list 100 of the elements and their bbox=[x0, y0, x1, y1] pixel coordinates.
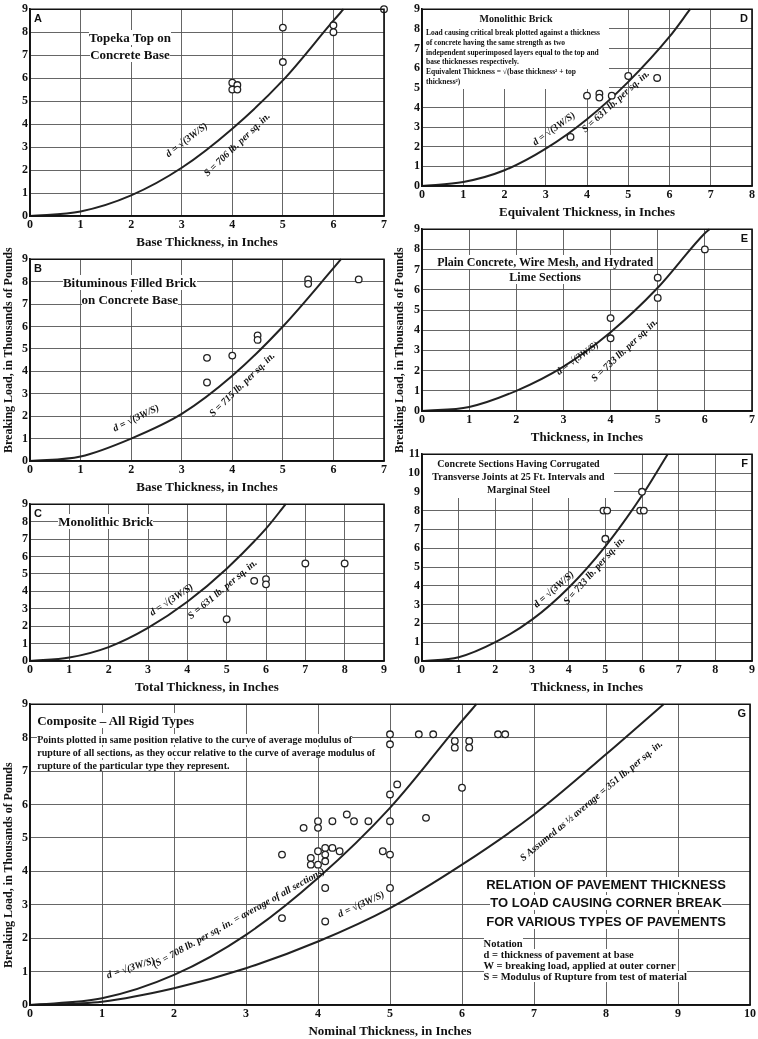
x-tick-label: 2 bbox=[501, 187, 508, 202]
annotation: S = 715 lb. per sq. in. bbox=[206, 349, 277, 419]
annotation: B bbox=[34, 261, 42, 274]
x-tick-label: 1 bbox=[66, 662, 73, 677]
x-tick-label: 5 bbox=[279, 217, 286, 232]
y-tick-label: 9 bbox=[22, 1, 28, 16]
x-tick-label: 10 bbox=[744, 1006, 756, 1021]
x-tick-label: 7 bbox=[381, 462, 387, 477]
x-axis-title: Equivalent Thickness, in Inches bbox=[498, 203, 676, 219]
annotation: C bbox=[34, 506, 42, 519]
annotation: D bbox=[740, 11, 749, 24]
x-tick-label: 3 bbox=[560, 412, 567, 427]
x-tick-label: 1 bbox=[455, 662, 462, 677]
y-tick-label: 9 bbox=[22, 496, 28, 511]
x-tick-label: 2 bbox=[105, 662, 112, 677]
text: Concrete Sections Having Corrugated Transverse Joints at 25 Ft. Intervals and Marginal Steel bbox=[432, 458, 605, 496]
x-axis-title: Base Thickness, in Inches bbox=[136, 478, 278, 494]
y-tick-label: 8 bbox=[414, 502, 420, 517]
y-tick-label: 6 bbox=[414, 540, 420, 555]
annotation: RELATION OF PAVEMENT THICKNESS TO LOAD CAUSING CORNER BREAK FOR VARIOUS TYPES OF PAVEMENTS bbox=[486, 876, 726, 930]
annotation: G bbox=[737, 706, 746, 719]
y-tick-label: 5 bbox=[414, 79, 420, 94]
x-tick-label: 6 bbox=[701, 412, 708, 427]
x-tick-label: 4 bbox=[315, 1006, 321, 1021]
y-tick-label: 2 bbox=[22, 618, 28, 633]
x-tick-label: 6 bbox=[459, 1006, 465, 1021]
y-tick-label: 7 bbox=[414, 261, 420, 276]
text: Monolithic Brick bbox=[58, 513, 154, 529]
annotation: W = breaking load, applied at outer corner bbox=[483, 960, 676, 972]
y-tick-label: 7 bbox=[22, 296, 28, 311]
x-tick-label: 6 bbox=[666, 187, 673, 202]
x-tick-label: 3 bbox=[542, 187, 549, 202]
x-tick-label: 2 bbox=[128, 217, 135, 232]
y-tick-label: 3 bbox=[414, 596, 420, 611]
x-tick-label: 1 bbox=[77, 462, 84, 477]
annotation: d = thickness of pavement at base bbox=[483, 949, 634, 961]
x-tick-label: 5 bbox=[625, 187, 632, 202]
annotation: S = 631 lb. per sq. in. bbox=[579, 67, 652, 135]
x-tick-label: 5 bbox=[279, 462, 286, 477]
y-tick-label: 7 bbox=[414, 521, 420, 536]
y-axis-title: Breaking Load, in Thousands of Pounds bbox=[392, 246, 406, 455]
x-tick-label: 1 bbox=[99, 1006, 105, 1021]
x-tick-label: 7 bbox=[531, 1006, 537, 1021]
x-tick-label: 9 bbox=[381, 662, 387, 677]
y-tick-label: 8 bbox=[22, 513, 28, 528]
y-tick-label: 4 bbox=[414, 322, 420, 337]
x-tick-label: 6 bbox=[330, 462, 337, 477]
x-tick-label: 4 bbox=[584, 187, 590, 202]
x-tick-label: 7 bbox=[381, 217, 387, 232]
y-tick-label: 4 bbox=[22, 363, 28, 378]
x-tick-label: 5 bbox=[223, 662, 230, 677]
x-tick-label: 3 bbox=[243, 1006, 249, 1021]
x-axis-title: Thickness, in Inches bbox=[530, 428, 644, 444]
x-tick-label: 2 bbox=[492, 662, 499, 677]
text: Composite – All Rigid Types bbox=[37, 713, 195, 729]
x-tick-label: 9 bbox=[675, 1006, 681, 1021]
x-axis-title: Thickness, in Inches bbox=[530, 678, 644, 694]
x-tick-label: 7 bbox=[302, 662, 309, 677]
y-tick-label: 1 bbox=[22, 430, 28, 445]
x-tick-label: 3 bbox=[178, 462, 185, 477]
y-axis-title: Breaking Load, in Thousands of Pounds bbox=[1, 761, 15, 970]
y-tick-label: 8 bbox=[22, 729, 28, 744]
y-tick-label: 9 bbox=[414, 1, 420, 16]
x-tick-label: 8 bbox=[341, 662, 348, 677]
y-tick-label: 2 bbox=[414, 615, 420, 630]
text: Bituminous Filled Brick on Concrete Base bbox=[62, 275, 197, 308]
y-tick-label: 7 bbox=[22, 47, 28, 62]
annotation: F bbox=[741, 456, 749, 469]
annotation: S = Modulus of Rupture from test of material bbox=[483, 971, 687, 983]
x-tick-label: 1 bbox=[460, 187, 467, 202]
x-tick-label: 6 bbox=[639, 662, 645, 677]
x-tick-label: 7 bbox=[675, 662, 682, 677]
y-axis-title: Breaking Load, in Thousands of Pounds bbox=[1, 246, 15, 455]
y-tick-label: 9 bbox=[22, 251, 28, 266]
y-tick-label: 5 bbox=[22, 565, 28, 580]
y-tick-label: 3 bbox=[22, 385, 28, 400]
y-tick-label: 3 bbox=[22, 896, 28, 911]
y-tick-label: 3 bbox=[414, 119, 420, 134]
x-axis-title: Nominal Thickness, in Inches bbox=[308, 1022, 472, 1038]
annotation: E bbox=[740, 231, 748, 244]
y-tick-label: 6 bbox=[22, 796, 28, 811]
x-tick-label: 5 bbox=[602, 662, 609, 677]
y-tick-label: 5 bbox=[22, 829, 28, 844]
x-tick-label: 7 bbox=[707, 187, 714, 202]
x-axis-title: Total Thickness, in Inches bbox=[135, 678, 279, 694]
y-tick-label: 6 bbox=[414, 60, 420, 75]
y-tick-label: 1 bbox=[414, 634, 420, 649]
y-tick-label: 3 bbox=[414, 342, 420, 357]
x-tick-label: 3 bbox=[145, 662, 151, 677]
x-axis-title: Base Thickness, in Inches bbox=[136, 233, 278, 249]
y-tick-label: 2 bbox=[22, 930, 28, 945]
x-tick-label: 6 bbox=[330, 217, 337, 232]
y-tick-label: 5 bbox=[414, 302, 420, 317]
x-tick-label: 5 bbox=[387, 1006, 393, 1021]
y-tick-label: 3 bbox=[22, 139, 28, 154]
y-tick-label: 6 bbox=[414, 281, 420, 296]
x-tick-label: 3 bbox=[178, 217, 185, 232]
x-tick-label: 4 bbox=[607, 412, 614, 427]
y-tick-label: 5 bbox=[414, 559, 420, 574]
y-tick-label: 4 bbox=[22, 863, 28, 878]
